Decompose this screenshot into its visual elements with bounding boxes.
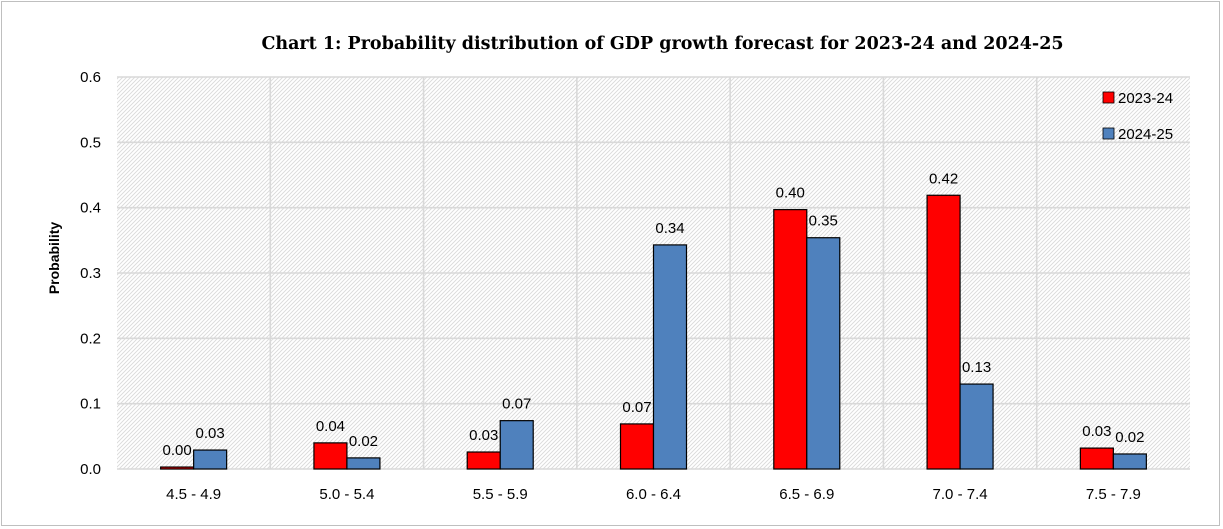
y-tick-label: 0.1 bbox=[80, 396, 101, 413]
bar-2023-24-7.0-7.4 bbox=[926, 194, 961, 470]
data-label: 0.07 bbox=[502, 396, 531, 413]
bar-2023-24-6.5-6.9 bbox=[773, 209, 808, 470]
data-label: 0.07 bbox=[622, 399, 651, 416]
legend-label-2024-25: 2024-25 bbox=[1118, 126, 1173, 143]
data-label: 0.35 bbox=[809, 213, 838, 230]
x-tick-label: 5.0 - 5.4 bbox=[319, 486, 374, 503]
data-label: 0.04 bbox=[316, 418, 345, 435]
bar-2023-24-7.5-7.9 bbox=[1079, 447, 1114, 470]
y-tick-label: 0.4 bbox=[80, 200, 101, 217]
bar-2024-25-6.5-6.9 bbox=[806, 237, 841, 470]
x-axis: 4.5 - 4.9 5.0 - 5.4 5.5 - 5.9 6.0 - 6.4 6.5 … bbox=[166, 486, 1141, 503]
bar-2024-25-7.5-7.9 bbox=[1112, 453, 1147, 470]
data-label: 0.03 bbox=[469, 427, 498, 444]
legend: 2023-24 2024-25 bbox=[1102, 90, 1173, 143]
x-tick-label: 6.0 - 6.4 bbox=[626, 486, 681, 503]
bar-2024-25-7.0-7.4 bbox=[959, 383, 994, 470]
bar-2023-24-5.0-5.4 bbox=[313, 442, 348, 470]
bar-2024-25-5.5-5.9 bbox=[499, 420, 534, 470]
x-tick-label: 5.5 - 5.9 bbox=[473, 486, 528, 503]
data-label: 0.00 bbox=[163, 442, 192, 459]
data-label: 0.13 bbox=[962, 359, 991, 376]
legend-swatch-2023-24 bbox=[1102, 91, 1115, 104]
data-labels: 0.000.040.030.070.400.420.030.03 0.020.07… bbox=[163, 170, 1145, 459]
bar-2024-25-4.5-4.9 bbox=[193, 449, 228, 470]
y-tick-label: 0.2 bbox=[80, 330, 101, 347]
chart-title: Chart 1: Probability distribution of GDP… bbox=[261, 34, 1064, 54]
legend-label-2023-24: 2023-24 bbox=[1118, 90, 1173, 107]
y-tick-label: 0.0 bbox=[80, 461, 101, 478]
x-tick-label: 7.0 - 7.4 bbox=[933, 486, 988, 503]
bar-2023-24-5.5-5.9 bbox=[466, 451, 501, 470]
legend-swatch-2024-25 bbox=[1102, 127, 1115, 140]
y-tick-label: 0.5 bbox=[80, 134, 101, 151]
x-tick-label: 4.5 - 4.9 bbox=[166, 486, 221, 503]
bar-2023-24-6.0-6.4 bbox=[619, 423, 655, 470]
x-tick-label: 6.5 - 6.9 bbox=[779, 486, 834, 503]
y-axis: 0.0 0.1 0.2 0.3 0.4 0.5 0.6 bbox=[80, 69, 101, 478]
data-label: 0.34 bbox=[655, 220, 684, 237]
bar-2024-25-5.0-5.4 bbox=[346, 457, 381, 470]
x-tick-label: 7.5 - 7.9 bbox=[1086, 486, 1141, 503]
data-label: 0.42 bbox=[929, 170, 958, 187]
bars bbox=[160, 194, 1147, 470]
data-label: 0.03 bbox=[1082, 423, 1111, 440]
data-label: 0.03 bbox=[196, 425, 225, 442]
bar-2023-24-4.5-4.9 bbox=[160, 466, 195, 470]
y-axis-label: Probability bbox=[46, 222, 62, 295]
data-label: 0.40 bbox=[776, 185, 805, 202]
data-label: 0.02 bbox=[1115, 429, 1144, 446]
data-label: 0.02 bbox=[349, 433, 378, 450]
y-tick-label: 0.6 bbox=[80, 69, 101, 86]
bar-2024-25-6.0-6.4 bbox=[652, 244, 688, 470]
y-tick-label: 0.3 bbox=[80, 265, 101, 282]
